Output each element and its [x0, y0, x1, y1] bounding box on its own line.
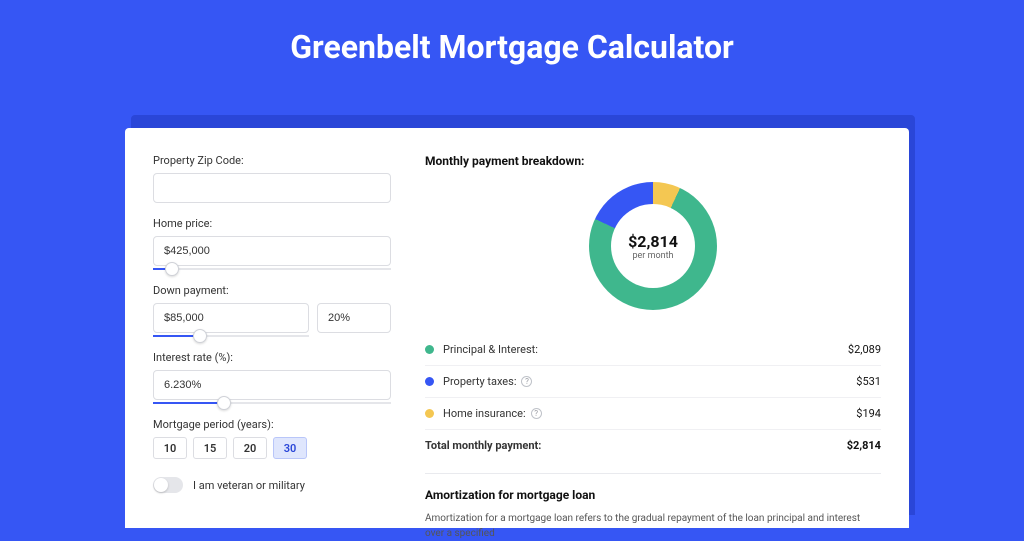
- period-option-10[interactable]: 10: [153, 437, 187, 459]
- donut-center: $2,814 per month: [611, 204, 695, 288]
- donut-sublabel: per month: [632, 251, 673, 261]
- legend-value: $2,089: [848, 343, 881, 356]
- breakdown-title: Monthly payment breakdown:: [425, 154, 881, 168]
- legend-row-principal: Principal & Interest: $2,089: [425, 334, 881, 365]
- period-label: Mortgage period (years):: [153, 418, 405, 431]
- calculator-card: Property Zip Code: Home price: Down paym…: [125, 128, 909, 528]
- period-option-20[interactable]: 20: [233, 437, 267, 459]
- legend-row-insurance: Home insurance:? $194: [425, 397, 881, 429]
- legend-row-taxes: Property taxes:? $531: [425, 365, 881, 397]
- home-price-slider-handle[interactable]: [165, 262, 179, 276]
- legend-value: $531: [856, 375, 881, 388]
- page-title: Greenbelt Mortgage Calculator: [0, 0, 1024, 88]
- donut-chart-wrap: $2,814 per month: [425, 178, 881, 328]
- info-icon[interactable]: ?: [531, 408, 542, 419]
- interest-slider-handle[interactable]: [217, 396, 231, 410]
- home-price-slider[interactable]: [153, 268, 391, 270]
- legend-label: Principal & Interest:: [443, 343, 538, 356]
- breakdown-column: Monthly payment breakdown: $2,814 per mo…: [405, 128, 909, 528]
- veteran-label: I am veteran or military: [193, 479, 305, 492]
- down-payment-slider-handle[interactable]: [193, 329, 207, 343]
- legend-value: $194: [856, 407, 881, 420]
- veteran-toggle[interactable]: [153, 477, 183, 493]
- breakdown-legend: Principal & Interest: $2,089 Property taxe…: [425, 334, 881, 461]
- amortization-section: Amortization for mortgage loan Amortizat…: [425, 473, 881, 541]
- down-payment-input[interactable]: [153, 303, 309, 333]
- zip-input[interactable]: [153, 173, 391, 203]
- legend-dot-icon: [425, 409, 434, 418]
- legend-label: Home insurance:: [443, 407, 526, 420]
- amortization-body: Amortization for a mortgage loan refers …: [425, 512, 881, 541]
- down-payment-slider[interactable]: [153, 335, 309, 337]
- zip-label: Property Zip Code:: [153, 154, 405, 167]
- home-price-input[interactable]: [153, 236, 391, 266]
- down-payment-label: Down payment:: [153, 284, 405, 297]
- period-option-15[interactable]: 15: [193, 437, 227, 459]
- period-options: 10 15 20 30: [153, 437, 405, 459]
- veteran-toggle-knob: [154, 478, 168, 492]
- legend-dot-icon: [425, 345, 434, 354]
- donut-amount: $2,814: [628, 232, 678, 251]
- legend-row-total: Total monthly payment: $2,814: [425, 429, 881, 461]
- down-payment-pct-input[interactable]: [317, 303, 391, 333]
- total-value: $2,814: [847, 439, 881, 452]
- home-price-label: Home price:: [153, 217, 405, 230]
- period-option-30[interactable]: 30: [273, 437, 307, 459]
- legend-label: Property taxes:: [443, 375, 516, 388]
- veteran-toggle-row: I am veteran or military: [153, 477, 405, 493]
- zip-field-group: Property Zip Code:: [153, 154, 405, 203]
- down-payment-field-group: Down payment:: [153, 284, 405, 337]
- interest-field-group: Interest rate (%):: [153, 351, 405, 404]
- legend-dot-icon: [425, 377, 434, 386]
- interest-slider[interactable]: [153, 402, 391, 404]
- home-price-field-group: Home price:: [153, 217, 405, 270]
- interest-slider-fill: [153, 402, 224, 404]
- payment-donut-chart: $2,814 per month: [589, 182, 717, 310]
- total-label: Total monthly payment:: [425, 439, 541, 452]
- info-icon[interactable]: ?: [521, 376, 532, 387]
- period-field-group: Mortgage period (years): 10 15 20 30: [153, 418, 405, 459]
- interest-label: Interest rate (%):: [153, 351, 405, 364]
- interest-input[interactable]: [153, 370, 391, 400]
- form-column: Property Zip Code: Home price: Down paym…: [125, 128, 405, 528]
- amortization-title: Amortization for mortgage loan: [425, 488, 881, 502]
